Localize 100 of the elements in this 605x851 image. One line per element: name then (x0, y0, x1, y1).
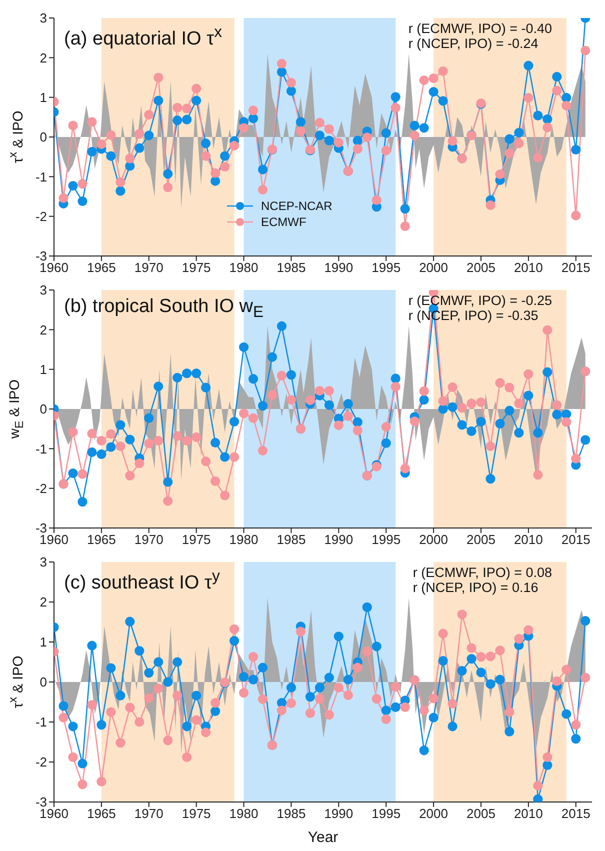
x-tick-label: 2005 (466, 260, 496, 276)
point (571, 210, 581, 220)
y-tick-label: 0 (40, 402, 47, 417)
point (286, 78, 296, 88)
point (229, 452, 240, 462)
point (552, 86, 562, 96)
point (78, 780, 88, 790)
point (457, 403, 467, 413)
point (419, 386, 429, 396)
y-tick-label: 3 (40, 554, 47, 570)
point (201, 728, 211, 738)
point (514, 138, 524, 148)
y-tick-label: 1 (40, 362, 47, 377)
point (562, 100, 572, 110)
legend-label: ECMWF (261, 215, 306, 229)
point (267, 352, 278, 362)
point (154, 436, 164, 446)
x-tick-label: 1970 (134, 806, 164, 822)
point (238, 123, 249, 133)
point (286, 86, 296, 96)
x-tick-label: 1980 (229, 260, 258, 276)
point (324, 400, 334, 410)
y-tick-label: -2 (35, 754, 47, 770)
point (486, 474, 496, 484)
point (580, 616, 590, 626)
point (248, 413, 258, 423)
point (562, 664, 572, 674)
point (210, 176, 220, 186)
point (352, 136, 362, 146)
y-tick-label: 2 (40, 322, 47, 338)
point (438, 396, 448, 406)
x-tick-label: 1975 (182, 260, 211, 276)
point (172, 431, 182, 441)
point (229, 624, 240, 634)
point (495, 646, 505, 656)
point (514, 398, 524, 408)
x-tick-label: 2000 (419, 532, 448, 548)
point (78, 196, 88, 206)
y-tick-label: 3 (40, 10, 47, 26)
point (552, 72, 562, 82)
point (106, 130, 116, 140)
x-tick-label: 2015 (561, 532, 590, 548)
x-tick-label: 2000 (419, 260, 448, 276)
point (163, 169, 173, 179)
point (466, 426, 476, 436)
y-tick-label: -2 (35, 480, 47, 496)
point (381, 146, 391, 156)
point (125, 434, 135, 444)
point (352, 662, 362, 672)
point (514, 128, 524, 138)
annotation: r (ECMWF, IPO) = 0.08 (412, 565, 552, 580)
point (542, 760, 552, 770)
point (533, 110, 543, 120)
x-tick-label: 2005 (466, 806, 496, 822)
point (552, 676, 562, 686)
x-tick-label: 2010 (514, 806, 543, 822)
point (154, 657, 164, 667)
point (533, 780, 543, 790)
point (68, 427, 78, 437)
point (314, 386, 324, 396)
point (504, 726, 514, 736)
point (419, 395, 429, 405)
point (542, 367, 552, 377)
point (562, 417, 572, 427)
point (201, 382, 211, 392)
point (296, 117, 306, 127)
point (400, 221, 410, 232)
point (144, 693, 154, 703)
point (372, 195, 382, 205)
point (238, 688, 249, 698)
point (381, 422, 391, 432)
point (428, 712, 438, 722)
point (201, 151, 211, 161)
x-tick-label: 1990 (324, 260, 354, 276)
point (87, 700, 97, 710)
point (504, 382, 514, 392)
point (258, 694, 268, 704)
point (524, 369, 534, 379)
point (476, 397, 486, 408)
point (210, 168, 220, 178)
point (438, 628, 448, 638)
point (343, 674, 353, 684)
y-tick-label: 2 (40, 594, 47, 610)
point (495, 418, 505, 428)
point (125, 154, 135, 164)
point (220, 452, 230, 462)
point (504, 707, 514, 717)
point (314, 694, 324, 704)
point (524, 60, 534, 70)
x-tick-label: 2010 (514, 532, 543, 548)
point (504, 406, 514, 416)
point (154, 96, 164, 106)
point (390, 102, 400, 112)
point (400, 702, 410, 712)
x-tick-label: 1975 (182, 532, 211, 548)
point (87, 117, 97, 127)
point (466, 643, 476, 653)
point (96, 776, 106, 786)
y-tick-label: 1 (40, 634, 47, 650)
point (68, 120, 78, 130)
